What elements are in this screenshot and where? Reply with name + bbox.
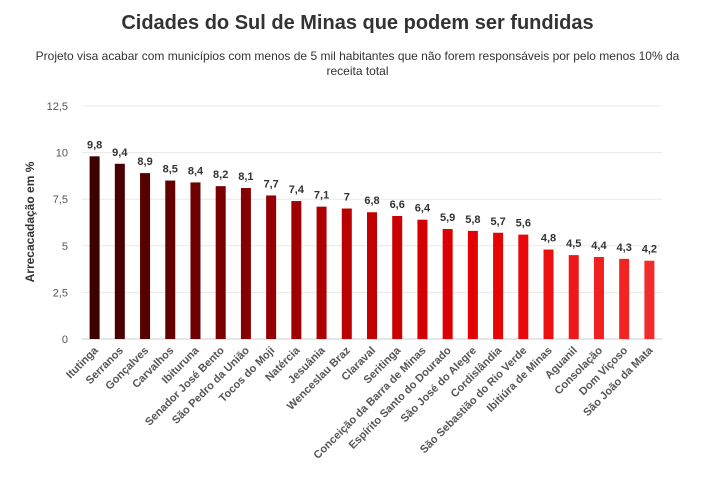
- data-label: 4,8: [541, 233, 556, 245]
- bar: [367, 212, 377, 339]
- bar: [392, 215, 403, 339]
- bar: [644, 260, 655, 339]
- bar: [89, 156, 100, 339]
- bar: [240, 188, 251, 339]
- bar: [543, 249, 554, 339]
- data-label: 8,5: [163, 164, 178, 176]
- data-label: 8,2: [213, 169, 228, 181]
- bar: [215, 186, 226, 339]
- data-label: 9,8: [87, 139, 102, 151]
- bar: [593, 256, 604, 339]
- bar: [291, 201, 302, 339]
- y-tick-label: 10: [56, 148, 68, 160]
- bar: [316, 206, 327, 339]
- chart-subtitle: Projeto visa acabar com municípios com m…: [35, 49, 680, 78]
- chart-title: Cidades do Sul de Minas que podem ser fu…: [121, 12, 594, 34]
- data-label: 7,7: [263, 178, 278, 190]
- data-label: 4,4: [591, 240, 607, 252]
- data-label: 5,6: [516, 218, 531, 230]
- bar: [467, 230, 478, 339]
- data-label: 6,6: [390, 199, 405, 211]
- data-label: 5,8: [465, 214, 480, 226]
- data-label: 8,1: [238, 171, 253, 183]
- bar: [493, 232, 504, 339]
- y-tick-label: 2,5: [53, 287, 68, 299]
- data-label: 5,7: [490, 216, 505, 228]
- bar: [114, 163, 125, 339]
- data-label: 7: [344, 192, 350, 204]
- data-label: 9,4: [112, 147, 128, 159]
- bar: [619, 258, 630, 339]
- y-axis-label: Arrecacadação em %: [23, 161, 37, 282]
- bar: [190, 182, 201, 339]
- bar: [341, 208, 352, 339]
- y-tick-label: 12,5: [47, 101, 68, 113]
- data-label: 8,9: [137, 156, 152, 168]
- bar: [266, 195, 277, 339]
- y-tick-label: 7,5: [53, 194, 68, 206]
- bar: [442, 229, 453, 339]
- bar: [568, 255, 579, 339]
- data-label: 8,4: [188, 165, 204, 177]
- data-label: 5,9: [440, 212, 455, 224]
- bar: [165, 180, 176, 339]
- data-label: 4,5: [566, 238, 581, 250]
- bar: [417, 219, 428, 339]
- y-tick-label: 5: [62, 241, 68, 253]
- data-label: 7,1: [314, 190, 329, 202]
- y-tick-label: 0: [62, 334, 68, 346]
- data-label: 4,2: [642, 244, 657, 256]
- data-label: 6,8: [364, 195, 379, 207]
- data-label: 7,4: [289, 184, 305, 196]
- data-label: 4,3: [617, 242, 632, 254]
- data-label: 6,4: [415, 203, 431, 215]
- bar: [518, 234, 529, 339]
- bar: [140, 173, 151, 339]
